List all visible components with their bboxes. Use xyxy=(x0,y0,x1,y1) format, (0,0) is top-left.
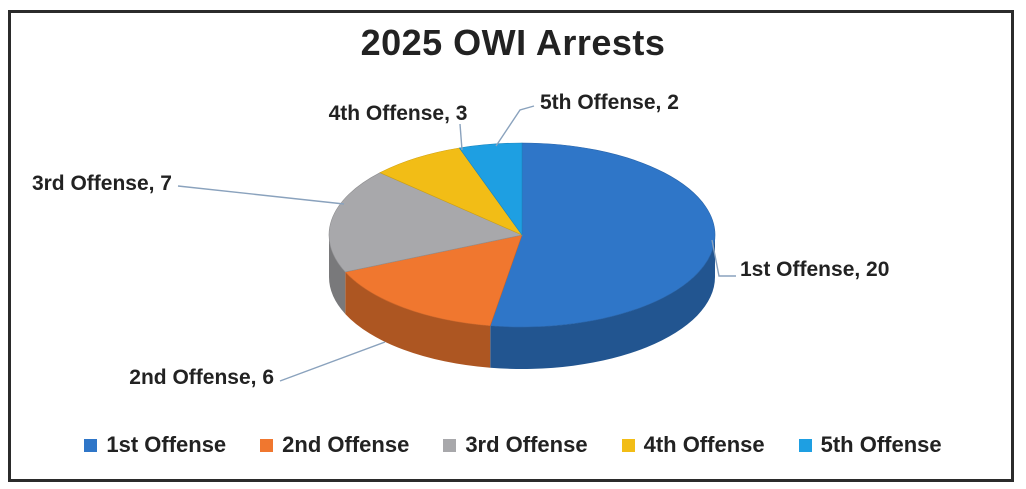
legend-swatch-3rd xyxy=(443,438,457,452)
pie-side-2nd xyxy=(345,271,491,368)
legend-item-5th: 5th Offense xyxy=(798,432,942,458)
leader-line-5th xyxy=(495,105,535,147)
pie-side-1st xyxy=(490,235,715,370)
legend-item-4th: 4th Offense xyxy=(621,432,765,458)
pie-slice-2nd xyxy=(344,234,523,327)
legend-label-4th: 4th Offense xyxy=(643,432,765,457)
pie-slice-3rd xyxy=(328,172,523,273)
legend-label-5th: 5th Offense xyxy=(820,432,942,457)
legend: 1st Offense 2nd Offense 3rd Offense 4th Off… xyxy=(0,432,1026,458)
legend-label-1st: 1st Offense xyxy=(106,432,227,457)
legend-item-1st: 1st Offense xyxy=(84,432,226,458)
legend-item-3rd: 3rd Offense xyxy=(443,432,588,458)
legend-label-3rd: 3rd Offense xyxy=(465,432,588,457)
pie-slice-4th xyxy=(379,147,523,236)
legend-swatch-2nd xyxy=(260,438,274,452)
leader-line-1st xyxy=(711,239,736,277)
data-label-4th: 4th Offense, 3 xyxy=(329,102,468,125)
leader-line-2nd xyxy=(279,341,386,382)
pie-slice-1st xyxy=(489,142,716,328)
data-label-1st: 1st Offense, 20 xyxy=(740,258,889,281)
pie-slice-5th xyxy=(458,142,523,236)
legend-swatch-5th xyxy=(798,438,812,452)
legend-label-2nd: 2nd Offense xyxy=(282,432,410,457)
leader-line-4th xyxy=(459,123,463,151)
chart-title: 2025 OWI Arrests xyxy=(360,22,666,63)
data-label-3rd: 3rd Offense, 7 xyxy=(32,172,172,195)
legend-swatch-1st xyxy=(84,438,98,452)
data-label-2nd: 2nd Offense, 6 xyxy=(129,366,274,389)
legend-item-2nd: 2nd Offense xyxy=(260,432,409,458)
leader-line-3rd xyxy=(177,185,345,205)
legend-swatch-4th xyxy=(621,438,635,452)
data-label-5th: 5th Offense, 2 xyxy=(540,91,679,114)
